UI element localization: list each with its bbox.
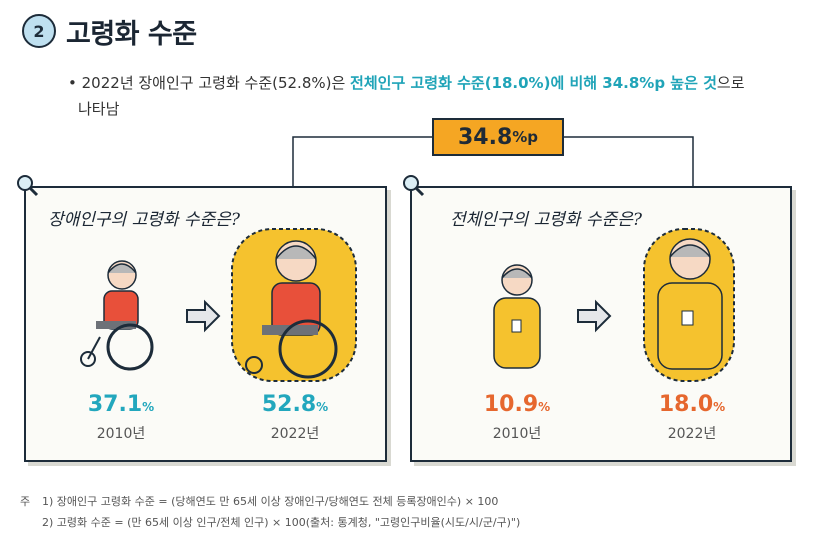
value-number: 52.8 [261, 392, 317, 417]
person-2010-icon [493, 264, 541, 369]
bullet-text-before: 2022년 장애인구 고령화 수준(52.8%)은 [81, 74, 351, 92]
person-2022-icon [643, 228, 735, 382]
bullet-marker: • [68, 74, 77, 92]
disabled-panel-question: 장애인구의 고령화 수준은? [48, 210, 240, 230]
wheelchair-person-2010-icon [80, 260, 154, 371]
value-2010-total: 10.9% [462, 392, 572, 417]
value-number: 37.1 [87, 392, 143, 417]
arrow-right-icon [186, 299, 221, 333]
magnifier-icon [17, 175, 39, 197]
wheelchair-person-2022-icon [231, 228, 357, 382]
summary-bullet: • 2022년 장애인구 고령화 수준(52.8%)은 전체인구 고령화 수준(… [68, 70, 788, 122]
section-number-badge: 2 [22, 14, 56, 48]
value-unit: % [538, 400, 551, 414]
section-title: 고령화 수준 [66, 19, 197, 50]
year-2010-total: 2010년 [492, 426, 542, 442]
difference-box: 34.8 %p [432, 118, 564, 156]
bullet-text-after: 으로 [716, 74, 745, 92]
total-panel-question: 전체인구의 고령화 수준은? [450, 210, 642, 230]
value-unit: % [316, 400, 329, 414]
value-2022-total: 18.0% [637, 392, 747, 417]
footnote-1: 1) 장애인구 고령화 수준 = (당해연도 만 65세 이상 장애인구/당해연… [42, 495, 499, 508]
year-2022-total: 2022년 [667, 426, 717, 442]
bullet-text-after-line2: 나타남 [78, 100, 120, 118]
bullet-highlight: 전체인구 고령화 수준(18.0%)에 비해 34.8%p 높은 것 [350, 74, 717, 92]
value-2010-disabled: 37.1% [66, 392, 176, 417]
magnifier-icon [403, 175, 425, 197]
value-unit: % [713, 400, 726, 414]
value-number: 18.0 [658, 392, 714, 417]
value-2022-disabled: 52.8% [240, 392, 350, 417]
arrow-right-icon [577, 299, 612, 333]
year-2022-disabled: 2022년 [270, 426, 320, 442]
difference-value: 34.8 [457, 124, 513, 150]
year-2010-disabled: 2010년 [96, 426, 146, 442]
value-number: 10.9 [483, 392, 539, 417]
difference-unit: %p [512, 128, 539, 146]
footnote-marker: 주 [20, 495, 31, 508]
footnote-2: 2) 고령화 수준 = (만 65세 이상 인구/전체 인구) × 100(출처… [42, 516, 521, 529]
value-unit: % [142, 400, 155, 414]
